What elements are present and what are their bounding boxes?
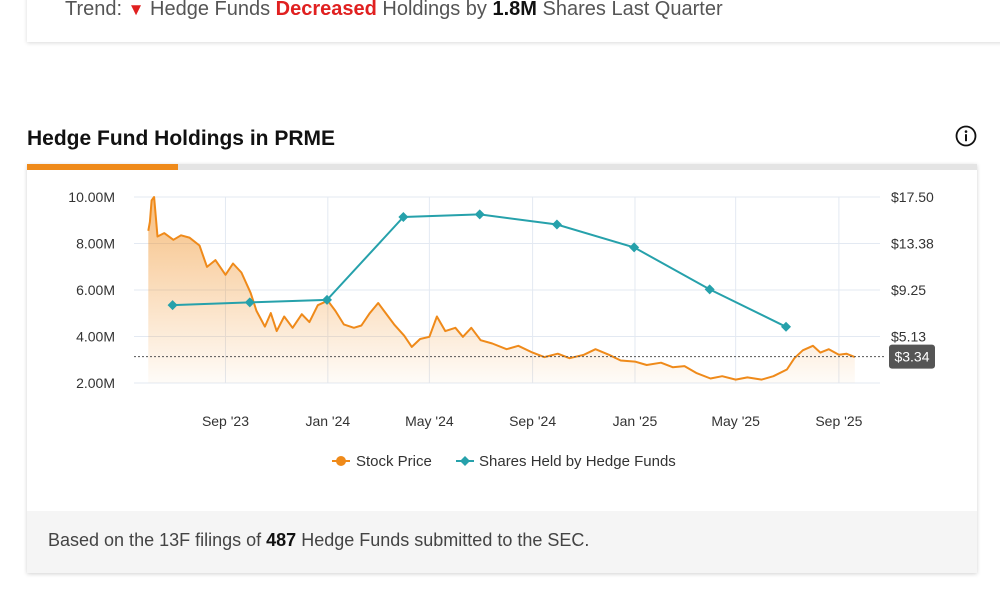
info-icon[interactable] [955,125,977,147]
y-left-tick-label: 10.00M [68,189,115,205]
holdings-point-marker [322,294,333,305]
legend-holdings-label: Shares Held by Hedge Funds [479,453,676,470]
down-arrow-icon: ▼ [127,0,145,19]
legend-holdings-marker [460,456,470,466]
trend-amount: 1.8M [492,0,537,20]
y-right-tick-label: $9.25 [891,282,926,298]
y-left-tick-label: 6.00M [76,282,115,298]
x-tick-label: Sep '24 [509,413,556,429]
chart-tab-active-indicator[interactable] [27,164,178,170]
stock-price-line [147,196,856,381]
holdings-point-marker [629,242,640,253]
trend-direction: Decreased [275,0,377,20]
trend-middle: Holdings by [382,0,487,20]
y-right-tick-label: $5.13 [891,329,926,345]
trend-subject: Hedge Funds [150,0,271,20]
holdings-chart: 10.00M 8.00M 6.00M 4.00M 2.00M $17.50 $13.38 $9… [68,189,935,470]
x-tick-label: Jan '25 [613,413,658,429]
holdings-point-marker [781,321,792,332]
chart-tab-strip [27,164,977,170]
trend-card: Trend: ▼ Hedge Funds Decreased Holdings … [27,0,1000,42]
x-tick-label: Sep '25 [815,413,862,429]
holdings-point-marker [474,209,485,220]
legend-stock-price-marker [336,456,346,466]
hedge-fund-count: 487 [266,530,297,550]
trend-suffix: Shares Last Quarter [542,0,723,20]
trend-summary: Trend: ▼ Hedge Funds Decreased Holdings … [65,0,723,21]
x-tick-label: May '25 [711,413,760,429]
current-price-label: $3.34 [894,349,929,365]
y-left-tick-label: 2.00M [76,375,115,391]
holdings-point-marker [551,219,562,230]
legend-stock-price-label: Stock Price [356,453,432,470]
y-left-tick-label: 4.00M [76,329,115,345]
footer-note: Based on the 13F filings of 487 Hedge Fu… [48,530,589,551]
current-price-badge [889,344,935,369]
y-left-tick-label: 8.00M [76,236,115,252]
holdings-point-marker [704,284,715,295]
y-right-tick-label: $13.38 [891,236,934,252]
chart-card: 10.00M 8.00M 6.00M 4.00M 2.00M $17.50 $13.38 $9… [27,164,977,573]
holdings-point-marker [398,212,409,223]
x-tick-label: May '24 [405,413,454,429]
footer-suffix: Hedge Funds submitted to the SEC. [301,530,590,550]
x-tick-label: Jan '24 [305,413,350,429]
trend-prefix: Trend: [65,0,123,20]
footer-prefix: Based on the 13F filings of [48,530,262,550]
stock-price-area [148,197,855,383]
y-right-tick-label: $17.50 [891,189,934,205]
hedge-fund-holdings-line [172,213,787,328]
section-title: Hedge Fund Holdings in PRME [27,127,335,150]
holdings-point-marker [244,297,255,308]
chart-footer: Based on the 13F filings of 487 Hedge Fu… [27,511,977,573]
holdings-point-marker [167,300,178,311]
x-tick-label: Sep '23 [202,413,249,429]
